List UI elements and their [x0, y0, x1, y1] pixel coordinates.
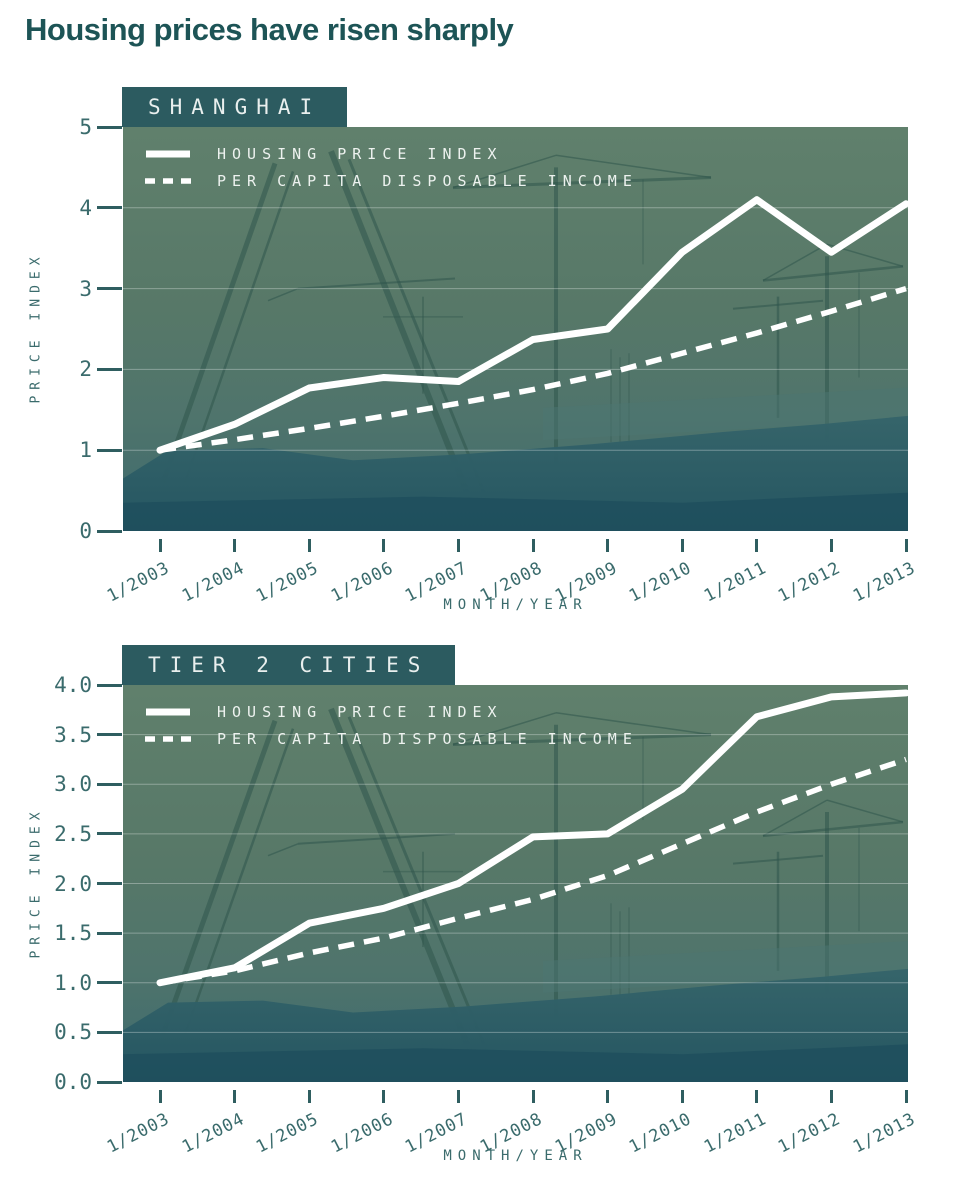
y-tick-label: 1.0: [54, 970, 92, 995]
y-tick-mark: [97, 782, 122, 786]
y-tick-label: 3: [79, 276, 92, 301]
x-tick-mark: [158, 1090, 162, 1103]
housing-price-index-line: [156, 196, 908, 454]
y-tick-mark: [97, 931, 122, 935]
y-tick-mark: [97, 206, 122, 210]
legend-label: PER CAPITA DISPOSABLE INCOME: [217, 171, 638, 190]
y-tick-mark: [97, 125, 122, 129]
y-tick-label: 0.0: [54, 1070, 92, 1094]
y-tick-label: 3.0: [54, 772, 92, 797]
x-tick-mark: [233, 539, 237, 552]
page-title: Housing prices have risen sharply: [25, 12, 514, 47]
x-tick-mark: [829, 539, 833, 552]
chart-canvas: [123, 685, 908, 1082]
x-tick-mark: [680, 539, 684, 552]
y-tick-label: 0.5: [54, 1020, 92, 1045]
x-tick-mark: [456, 539, 460, 552]
plot-area: HOUSING PRICE INDEX PER CAPITA DISPOSABL…: [123, 685, 908, 1082]
x-tick-mark: [755, 539, 759, 552]
y-tick-label: 2.0: [54, 871, 92, 896]
legend: HOUSING PRICE INDEX PER CAPITA DISPOSABL…: [145, 140, 638, 194]
x-tick-mark: [606, 539, 610, 552]
legend-item-housing-price-index: HOUSING PRICE INDEX: [145, 140, 638, 167]
y-tick-label: 1.5: [54, 921, 92, 946]
x-tick-mark: [531, 539, 535, 552]
housing-price-index-line: [156, 689, 908, 987]
y-tick-mark: [97, 529, 122, 533]
x-axis-title: MONTH/YEAR: [443, 597, 588, 613]
x-tick-mark: [755, 1090, 759, 1103]
x-tick-mark: [158, 539, 162, 552]
x-tick-mark: [307, 539, 311, 552]
solid-line-swatch: [146, 708, 190, 715]
y-axis-title: PRICE INDEX: [28, 251, 44, 404]
y-tick-label: 4: [79, 195, 92, 220]
y-tick-mark: [97, 1030, 122, 1034]
chart-canvas: [123, 127, 908, 531]
x-tick-mark: [904, 1090, 908, 1103]
legend-label: PER CAPITA DISPOSABLE INCOME: [217, 729, 638, 748]
y-tick-mark: [97, 448, 122, 452]
legend-item-per-capita-disposable-income: PER CAPITA DISPOSABLE INCOME: [145, 725, 638, 752]
x-tick-mark: [456, 1090, 460, 1103]
x-tick-mark: [307, 1090, 311, 1103]
x-tick-mark: [606, 1090, 610, 1103]
construction-photo-background: [160, 707, 904, 1056]
legend-item-per-capita-disposable-income: PER CAPITA DISPOSABLE INCOME: [145, 167, 638, 194]
y-tick-mark: [97, 1080, 122, 1084]
y-tick-label: 2.5: [54, 821, 92, 846]
legend-label: HOUSING PRICE INDEX: [217, 144, 503, 163]
y-tick-mark: [97, 683, 122, 687]
plot-area: HOUSING PRICE INDEX PER CAPITA DISPOSABL…: [123, 127, 908, 531]
y-tick-label: 0: [79, 519, 92, 543]
legend-item-housing-price-index: HOUSING PRICE INDEX: [145, 698, 638, 725]
solid-line-swatch: [146, 150, 190, 157]
y-tick-mark: [97, 981, 122, 985]
y-tick-label: 2: [79, 357, 92, 382]
per-capita-disposable-income-line: [159, 285, 907, 453]
y-tick-label: 4.0: [54, 673, 92, 697]
chart-title-badge: TIER 2 CITIES: [122, 645, 456, 685]
y-tick-mark: [97, 367, 122, 371]
legend: HOUSING PRICE INDEX PER CAPITA DISPOSABL…: [145, 698, 638, 752]
x-tick-mark: [382, 1090, 386, 1103]
y-tick-mark: [97, 832, 122, 836]
dashed-line-swatch: [145, 735, 191, 742]
y-tick-label: 5: [79, 115, 92, 139]
x-tick-mark: [680, 1090, 684, 1103]
x-tick-mark: [531, 1090, 535, 1103]
x-tick-mark: [829, 1090, 833, 1103]
x-tick-mark: [904, 539, 908, 552]
y-tick-label: 1: [79, 438, 92, 463]
y-tick-mark: [97, 287, 122, 291]
x-axis-title: MONTH/YEAR: [443, 1148, 588, 1164]
construction-photo-background: [160, 150, 904, 504]
chart-title: SHANGHAI: [148, 95, 322, 119]
y-tick-mark: [97, 882, 122, 885]
legend-label: HOUSING PRICE INDEX: [217, 702, 503, 721]
x-tick-mark: [233, 1090, 237, 1103]
y-tick-label: 3.5: [54, 722, 92, 747]
y-tick-mark: [97, 733, 122, 737]
x-tick-mark: [382, 539, 386, 552]
chart-title: TIER 2 CITIES: [148, 653, 430, 677]
chart-title-badge: SHANGHAI: [122, 87, 348, 127]
dashed-line-swatch: [145, 177, 191, 184]
